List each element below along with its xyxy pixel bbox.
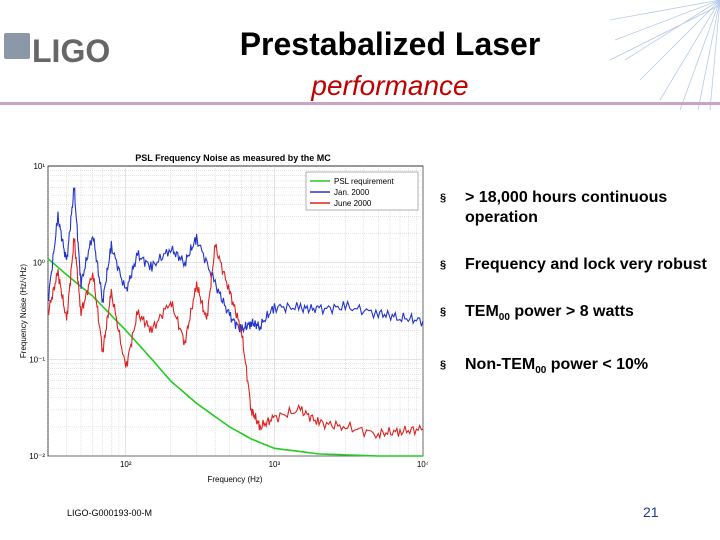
bullet-text: Frequency and lock very robust xyxy=(465,256,707,273)
decorative-lines xyxy=(610,0,720,110)
document-id: LIGO-G000193-00-M xyxy=(67,508,153,518)
legend-label: PSL requirement xyxy=(334,177,395,186)
bullet-subscript: 00 xyxy=(535,365,547,377)
bullet-subscript: 00 xyxy=(498,312,510,324)
frequency-noise-chart: PSL Frequency Noise as measured by the M… xyxy=(19,153,428,484)
axis-ticks: 10² 10³ 10⁴ 10¹ 10⁰ 10⁻¹ 10⁻² xyxy=(29,162,428,469)
x-tick-label: 10⁴ xyxy=(417,460,428,469)
slide-title: Prestabalized Laser xyxy=(239,26,541,62)
bullet-item-hours: § > 18,000 hours continuous operation xyxy=(440,188,715,228)
page-number: 21 xyxy=(643,504,659,520)
bullet-text-prefix: Non-TEM xyxy=(465,356,536,374)
bullet-item-robust: § Frequency and lock very robust xyxy=(440,255,715,275)
bullet-text-suffix: power < 10% xyxy=(546,356,649,374)
bullet-marker: § xyxy=(440,192,447,204)
legend-label: Jan. 2000 xyxy=(334,188,370,197)
slide-subtitle: performance xyxy=(311,70,469,101)
series-line-1 xyxy=(47,186,424,335)
y-tick-label: 10¹ xyxy=(33,162,45,171)
bullet-text: > 18,000 hours continuous operation xyxy=(465,189,668,226)
legend: PSL requirement Jan. 2000 June 2000 xyxy=(305,171,419,211)
y-tick-label: 10⁻² xyxy=(29,452,45,461)
bullet-marker: § xyxy=(440,259,447,271)
series-lines xyxy=(47,186,424,457)
bullet-text-suffix: power > 8 watts xyxy=(509,303,634,320)
x-tick-label: 10² xyxy=(120,460,132,469)
series-line-0 xyxy=(47,258,423,457)
y-tick-label: 10⁻¹ xyxy=(29,355,45,364)
bullet-item-non-tem: § Non-TEM00 power < 10% xyxy=(440,355,715,381)
bullet-marker: § xyxy=(440,306,447,318)
x-axis-label: Frequency (Hz) xyxy=(207,475,262,484)
y-tick-label: 10⁰ xyxy=(33,259,45,268)
y-axis-label: Frequency Noise (Hz/√Hz) xyxy=(19,264,28,359)
bullet-marker: § xyxy=(440,359,447,372)
logo-text: LIGO xyxy=(32,33,110,69)
ligo-logo: LIGO xyxy=(4,33,110,69)
series-line-2 xyxy=(47,238,424,441)
chart-title: PSL Frequency Noise as measured by the M… xyxy=(135,153,331,163)
bullet-list: § > 18,000 hours continuous operation § … xyxy=(440,188,715,408)
legend-label: June 2000 xyxy=(334,199,372,208)
bullet-text-prefix: TEM xyxy=(465,303,499,320)
x-tick-label: 10³ xyxy=(269,460,281,469)
title-divider xyxy=(0,102,720,105)
bullet-item-tem-power: § TEM00 power > 8 watts xyxy=(440,302,715,328)
